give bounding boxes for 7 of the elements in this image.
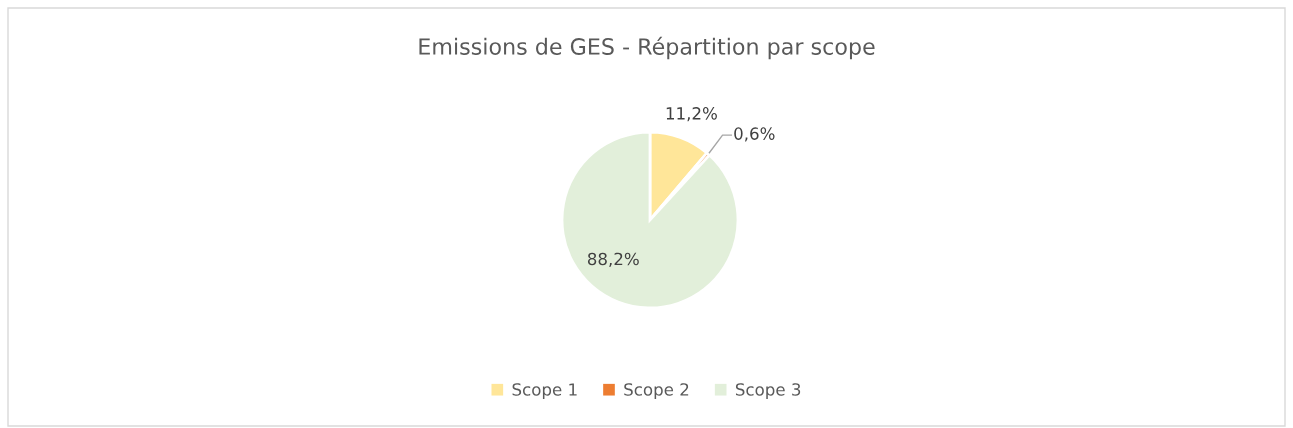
legend-label: Scope 2 — [624, 383, 689, 399]
data-label: 11,2% — [666, 107, 717, 122]
legend-label: Scope 3 — [735, 383, 801, 399]
chart-title: Emissions de GES - Répartition par scope — [419, 36, 875, 60]
data-label: 88,2% — [587, 252, 639, 267]
data-label: 0,6% — [734, 127, 775, 142]
legend-label: Scope 1 — [512, 383, 577, 399]
